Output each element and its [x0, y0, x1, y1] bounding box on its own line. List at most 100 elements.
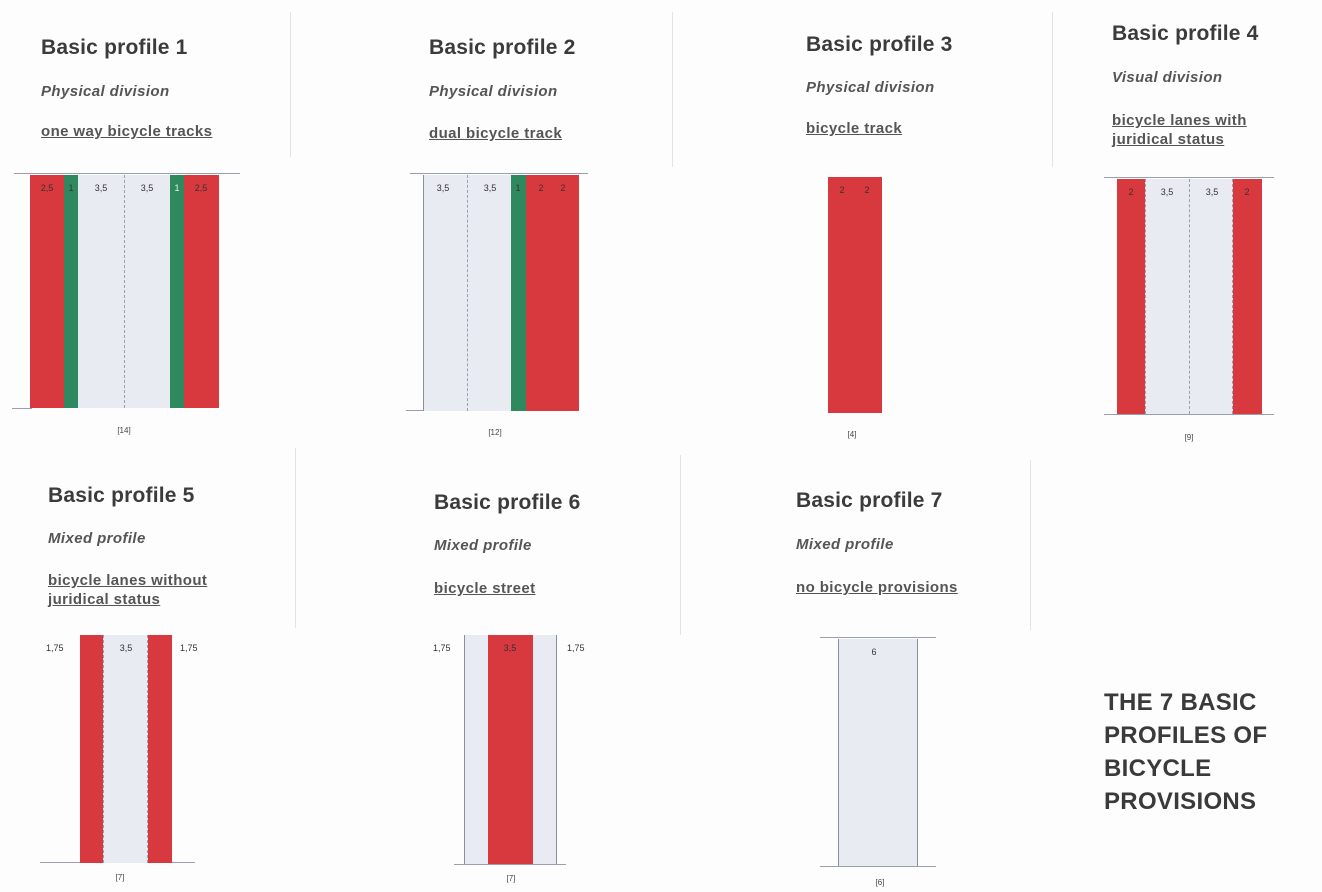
reference: [6]	[875, 878, 885, 887]
caption-text: THE 7 BASIC PROFILES OF BICYCLE PROVISIO…	[1104, 689, 1268, 815]
carriageway	[103, 635, 148, 863]
bottom-line	[820, 866, 936, 867]
profile-title: Basic profile 4	[1112, 22, 1259, 45]
profile-type: bicycle street	[434, 580, 536, 597]
center-line	[124, 175, 125, 408]
reference: [7]	[115, 873, 125, 882]
profile-division: Visual division	[1112, 69, 1223, 86]
profile-type: dual bicycle track	[429, 125, 563, 142]
bicycle-street	[488, 635, 533, 864]
center-line	[467, 175, 468, 411]
bicycle-lane	[1233, 179, 1262, 414]
lane-width: 1	[174, 183, 180, 193]
separator	[64, 175, 78, 408]
profile-division: Mixed profile	[796, 536, 894, 553]
curb-edge	[423, 175, 424, 411]
curb-edge	[917, 639, 918, 866]
profile-title: Basic profile 5	[48, 484, 195, 507]
top-line	[1104, 177, 1274, 178]
figure-caption: THE 7 BASIC PROFILES OF BICYCLE PROVISIO…	[1104, 686, 1304, 818]
lane-width: 3,5	[140, 183, 154, 193]
bottom-line	[12, 408, 32, 409]
separator	[170, 175, 184, 408]
cross-section: 3,5	[464, 635, 557, 864]
profile-title: Basic profile 1	[41, 36, 188, 59]
lane-width: 2,5	[194, 183, 208, 193]
separator	[511, 175, 526, 411]
reference: [4]	[847, 430, 857, 439]
curb-edge	[838, 639, 839, 866]
lane-width: 2,5	[40, 183, 54, 193]
bicycle-lane	[148, 635, 172, 863]
lane-marking	[103, 635, 104, 863]
top-line	[410, 173, 588, 174]
lane-width: 2	[538, 183, 544, 193]
curb-edge	[556, 635, 557, 864]
lane-width: 3,5	[436, 183, 450, 193]
divider	[295, 448, 296, 628]
profile-type: bicycle lanes with juridical status	[1112, 112, 1247, 148]
lane-width: 6	[871, 647, 877, 657]
lane-width: 3,5	[119, 643, 133, 653]
lane-marking	[1232, 179, 1233, 414]
cross-section: 6	[838, 639, 918, 866]
bottom-line	[1104, 414, 1274, 415]
profile-title: Basic profile 6	[434, 491, 581, 514]
lane-width: 1	[68, 183, 74, 193]
bottom-line	[454, 864, 566, 865]
profile-division: Physical division	[41, 83, 170, 100]
lane-width: 2	[560, 183, 566, 193]
bottom-line	[406, 410, 426, 411]
reference: [14]	[117, 426, 131, 435]
lane-width: 1	[515, 183, 521, 193]
lane-width: 3,5	[94, 183, 108, 193]
divider	[1030, 460, 1031, 630]
reference: [7]	[506, 874, 516, 883]
lane-width: 1,75	[46, 643, 64, 653]
footpath	[465, 635, 488, 864]
profile-division: Mixed profile	[48, 530, 146, 547]
cross-section: 2,5 1 3,5 3,5 1 2,5	[30, 175, 219, 408]
reference: [12]	[488, 428, 502, 437]
lane-width: 2	[839, 185, 845, 195]
bicycle-track	[30, 175, 64, 408]
lane-width: 2	[1244, 187, 1250, 197]
lane-width: 2	[864, 185, 870, 195]
bicycle-track	[184, 175, 219, 408]
divider	[1052, 12, 1053, 167]
reference: [9]	[1184, 433, 1194, 442]
lane-width: 2	[1128, 187, 1134, 197]
cross-section: 2 2	[828, 177, 882, 413]
carriageway	[838, 639, 918, 866]
lane-marking	[147, 635, 148, 863]
cross-section: 2 3,5 3,5 2	[1117, 179, 1262, 414]
lane-width: 3,5	[1205, 187, 1219, 197]
footpath	[533, 635, 556, 864]
bicycle-lane	[1117, 179, 1145, 414]
profile-title: Basic profile 2	[429, 36, 576, 59]
cross-section: 3,5 3,5 1 2 2	[423, 175, 579, 411]
profile-title: Basic profile 3	[806, 33, 953, 56]
profile-type: bicycle lanes without juridical status	[48, 572, 208, 608]
bicycle-lane	[80, 635, 103, 863]
lane-width: 1,75	[567, 643, 585, 653]
divider	[672, 12, 673, 167]
bicycle-track	[828, 177, 882, 413]
divider	[290, 12, 291, 157]
lane-width: 3,5	[483, 183, 497, 193]
dual-bicycle-track	[526, 175, 579, 411]
profile-type: no bicycle provisions	[796, 579, 958, 596]
profile-division: Physical division	[806, 79, 935, 96]
lane-marking	[1145, 179, 1146, 414]
curb-edge	[464, 635, 465, 864]
profile-title: Basic profile 7	[796, 489, 943, 512]
lane-width: 3,5	[1160, 187, 1174, 197]
profile-division: Physical division	[429, 83, 558, 100]
profile-type: bicycle track	[806, 120, 903, 137]
lane-width: 1,75	[180, 643, 198, 653]
lane-width: 3,5	[503, 643, 517, 653]
lane-width: 1,75	[433, 643, 451, 653]
center-line	[1189, 179, 1190, 414]
top-line	[14, 173, 240, 174]
cross-section: 3,5	[80, 635, 172, 863]
